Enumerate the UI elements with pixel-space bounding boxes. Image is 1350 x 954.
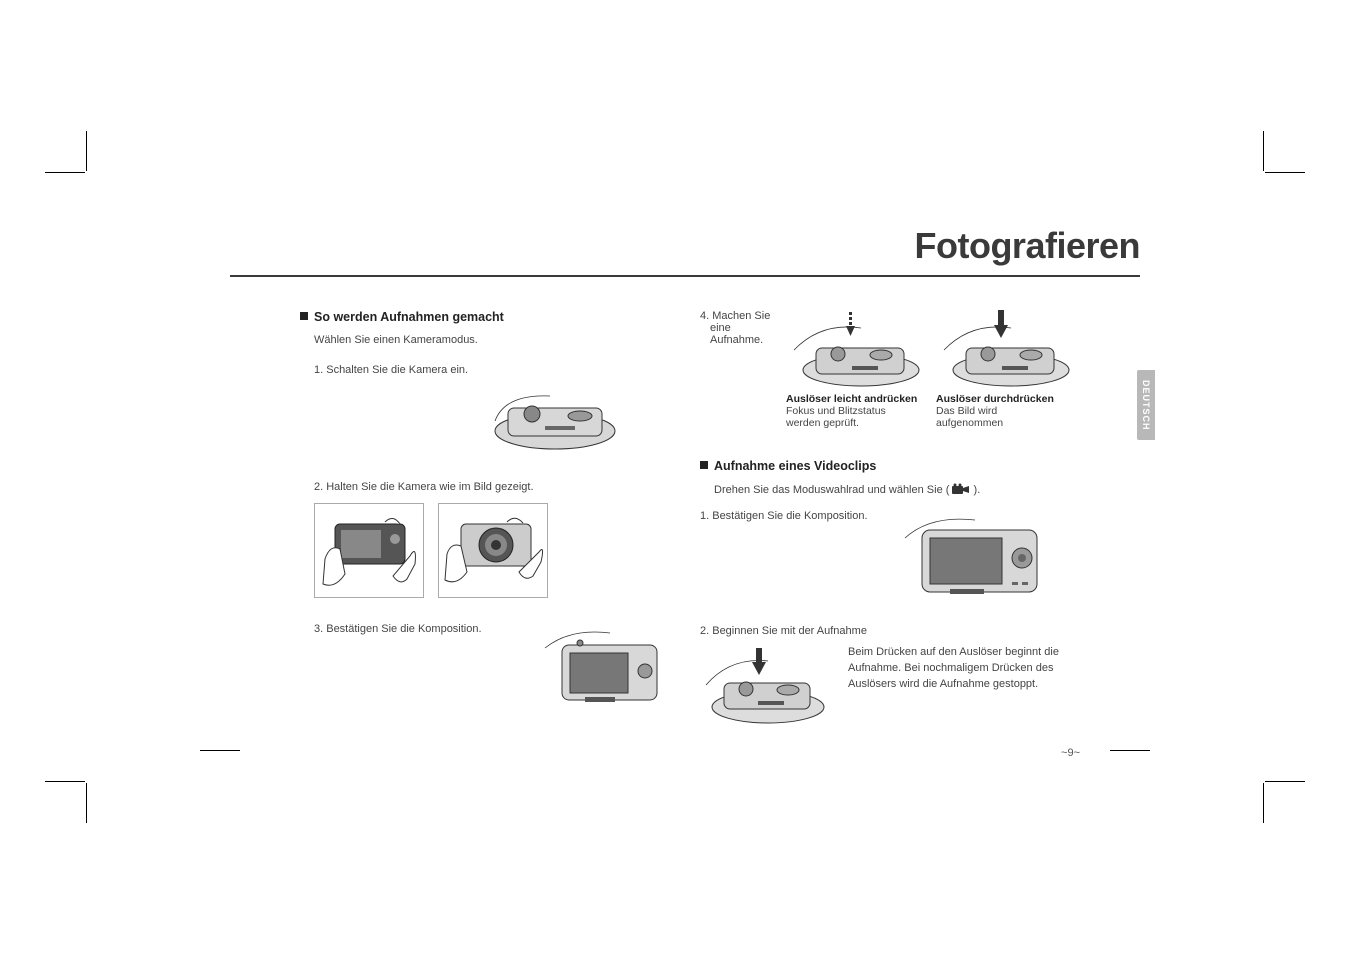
page-title: Fotografieren (914, 225, 1140, 267)
section-title-video: Aufnahme eines Videoclips (714, 459, 876, 473)
full-press-desc1: Das Bild wird (936, 405, 1076, 417)
language-tab: DEUTSCH (1137, 370, 1155, 440)
half-press-arrow-icon (846, 312, 855, 336)
step-2: 2. Halten Sie die Kamera wie im Bild gez… (314, 481, 675, 493)
camera-top-illustration (490, 386, 620, 451)
shutter-images: Auslöser leicht andrücken Fokus und Blit… (786, 310, 1076, 429)
video-shutter-illustration (700, 645, 830, 730)
step-4-text: 4. Machen Sie eine Aufnahme. (700, 310, 778, 346)
video-step-2: 2. Beginnen Sie mit der Aufnahme (700, 625, 1100, 637)
crop-mark (1265, 172, 1305, 173)
video-desc-line2: Aufnahme. Bei nochmaligem Drücken des (848, 661, 1059, 677)
section-title-photo: So werden Aufnahmen gemacht (314, 310, 504, 324)
full-press-illustration (936, 310, 1076, 388)
crop-mark (86, 783, 87, 823)
camera-compose-illustration (540, 623, 675, 713)
step-1-image-row (314, 386, 675, 456)
half-press-desc1: Fokus und Blitzstatus (786, 405, 926, 417)
step-2-image-row (314, 503, 675, 598)
camera-hold-front-illustration (438, 503, 548, 598)
full-press-desc2: aufgenommen (936, 417, 1076, 429)
fold-mark (1110, 750, 1150, 751)
step-4-line1: 4. Machen Sie (700, 310, 778, 322)
section-heading-photo: So werden Aufnahmen gemacht (300, 310, 675, 324)
video-sub-text: Drehen Sie das Moduswahlrad und wählen S… (714, 484, 949, 496)
step-4-row: 4. Machen Sie eine Aufnahme. (700, 310, 1100, 429)
page-number: ~9~ (1061, 747, 1080, 759)
video-desc-line3: Auslösers wird die Aufnahme gestoppt. (848, 677, 1059, 693)
page: Fotografieren DEUTSCH So werden Aufnahme… (0, 0, 1350, 954)
video-compose-illustration (900, 510, 1055, 605)
crop-mark (1263, 783, 1264, 823)
crop-mark (1265, 781, 1305, 782)
bullet-icon (700, 461, 708, 469)
video-sub-end: ). (974, 484, 981, 496)
video-step-2-row: Beim Drücken auf den Auslöser beginnt di… (700, 645, 1100, 730)
video-subtitle: Drehen Sie das Moduswahlrad und wählen S… (714, 483, 1100, 496)
crop-mark (86, 131, 87, 171)
half-press-title: Auslöser leicht andrücken (786, 393, 926, 405)
left-column: So werden Aufnahmen gemacht Wählen Sie e… (300, 310, 675, 713)
section-subtitle: Wählen Sie einen Kameramodus. (314, 334, 675, 346)
crop-mark (1263, 131, 1264, 171)
step-4-line2: eine Aufnahme. (700, 322, 778, 346)
video-mode-icon (952, 483, 970, 495)
half-press-block: Auslöser leicht andrücken Fokus und Blit… (786, 310, 926, 429)
video-desc-line1: Beim Drücken auf den Auslöser beginnt di… (848, 645, 1059, 661)
full-press-arrow-icon (994, 310, 1008, 338)
video-step-1-row: 1. Bestätigen Sie die Komposition. (700, 510, 1100, 605)
language-label: DEUTSCH (1141, 380, 1151, 431)
title-rule (230, 275, 1140, 277)
video-arrow-icon (752, 648, 766, 675)
step-1: 1. Schalten Sie die Kamera ein. (314, 364, 675, 376)
video-step-1: 1. Bestätigen Sie die Komposition. (700, 510, 880, 522)
half-press-illustration (786, 310, 926, 388)
right-column: 4. Machen Sie eine Aufnahme. (700, 310, 1100, 730)
crop-mark (45, 781, 85, 782)
full-press-block: Auslöser durchdrücken Das Bild wird aufg… (936, 310, 1076, 429)
bullet-icon (300, 312, 308, 320)
camera-hold-back-illustration (314, 503, 424, 598)
step-3-row: 3. Bestätigen Sie die Komposition. (314, 623, 675, 713)
full-press-title: Auslöser durchdrücken (936, 393, 1076, 405)
half-press-desc2: werden geprüft. (786, 417, 926, 429)
section-heading-video: Aufnahme eines Videoclips (700, 459, 1100, 473)
crop-mark (45, 172, 85, 173)
step-3: 3. Bestätigen Sie die Komposition. (314, 623, 530, 635)
page-title-block: Fotografieren (914, 225, 1140, 267)
fold-mark (200, 750, 240, 751)
video-desc: Beim Drücken auf den Auslöser beginnt di… (848, 645, 1059, 693)
